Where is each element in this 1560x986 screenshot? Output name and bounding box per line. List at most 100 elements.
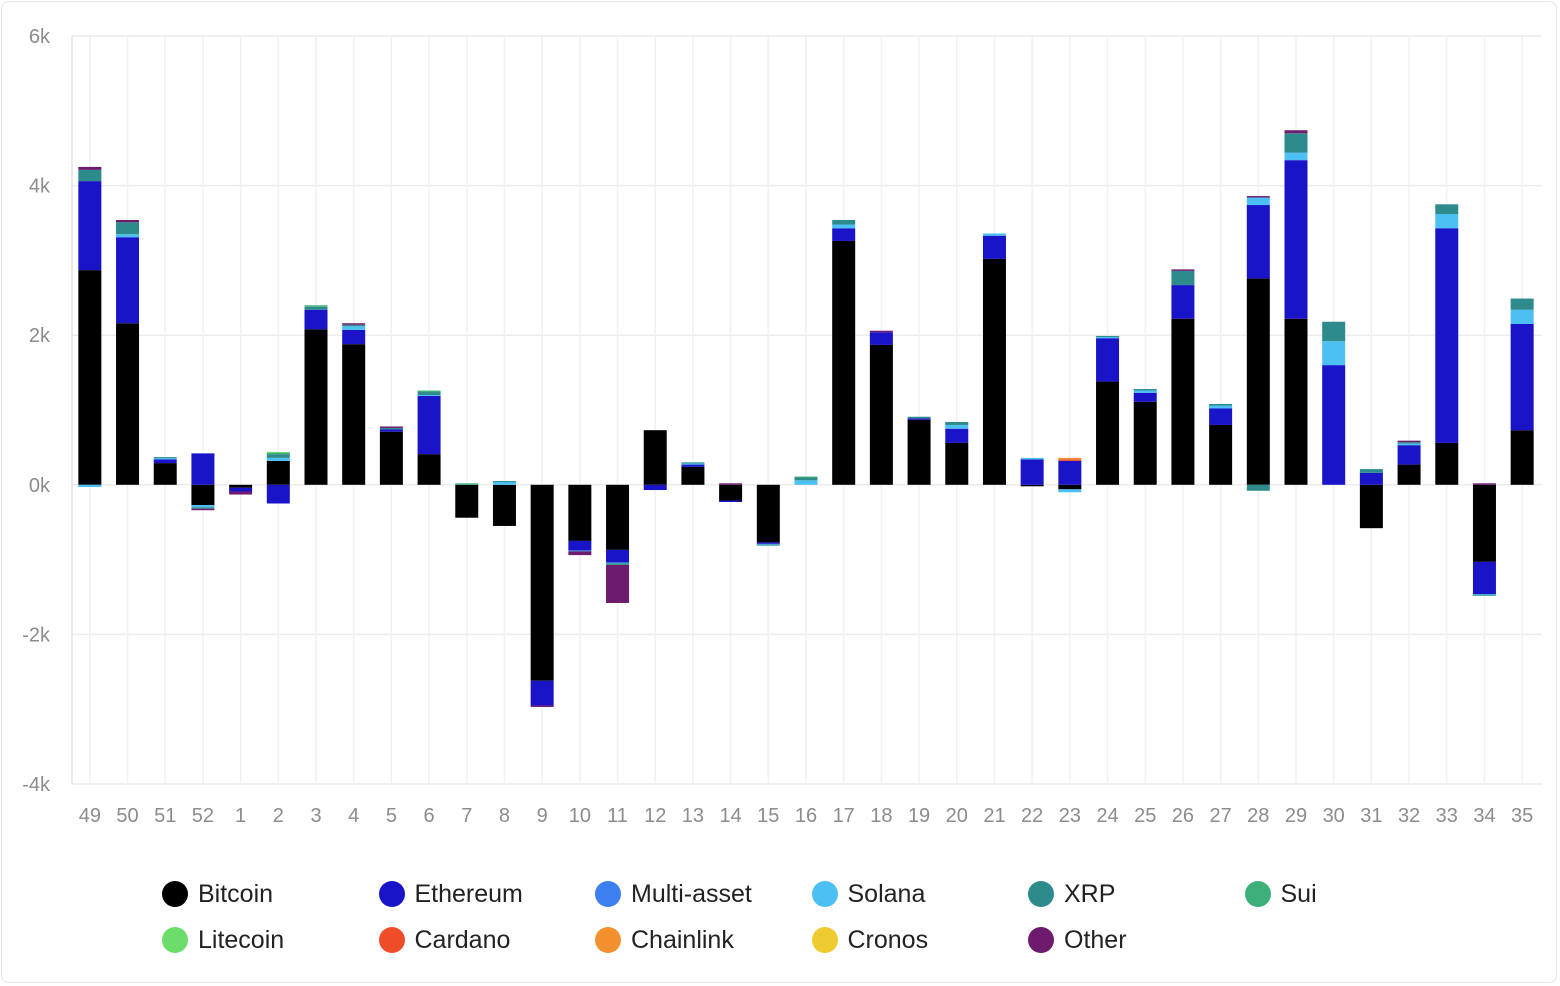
bar-segment-ethereum[interactable] (1284, 160, 1308, 319)
bar-segment-xrp[interactable] (1359, 469, 1383, 473)
bar-segment-solana[interactable] (756, 543, 780, 545)
bar-segment-xrp[interactable] (342, 324, 366, 327)
bar-segment-xrp[interactable] (1472, 594, 1496, 596)
bar-segment-ethereum[interactable] (982, 235, 1006, 259)
bar-segment-xrp[interactable] (1209, 404, 1233, 406)
bar-segment-solana[interactable] (153, 457, 177, 460)
bar-segment-bitcoin[interactable] (229, 484, 253, 488)
bar-segment-sui[interactable] (606, 564, 630, 566)
bar-segment-ethereum[interactable] (756, 542, 780, 544)
bar-segment-xrp[interactable] (116, 222, 140, 235)
bar-segment-bitcoin[interactable] (1397, 464, 1421, 485)
bar-segment-other[interactable] (78, 166, 102, 170)
bar-segment-xrp[interactable] (1435, 204, 1459, 215)
legend-item-xrp[interactable]: XRP (1028, 874, 1115, 914)
bar-segment-bitcoin[interactable] (1171, 318, 1195, 485)
bar-segment-bitcoin[interactable] (681, 466, 705, 485)
bar-segment-ethereum[interactable] (266, 484, 290, 504)
legend-item-sui[interactable]: Sui (1244, 874, 1317, 914)
bar-segment-ethereum[interactable] (417, 395, 441, 455)
bar-segment-ethereum[interactable] (304, 309, 328, 330)
bar-segment-xrp[interactable] (1171, 270, 1195, 286)
bar-segment-xrp[interactable] (794, 477, 818, 481)
bar-segment-solana[interactable] (606, 562, 630, 564)
bar-segment-bitcoin[interactable] (1435, 442, 1459, 485)
bar-segment-other[interactable] (606, 564, 630, 603)
bar-segment-ethereum[interactable] (1246, 205, 1270, 279)
bar-segment-ethereum[interactable] (945, 428, 969, 443)
bar-segment-ethereum[interactable] (869, 332, 893, 345)
bar-segment-solana[interactable] (417, 395, 441, 397)
bar-segment-ethereum[interactable] (229, 487, 253, 492)
bar-segment-bitcoin[interactable] (1058, 484, 1082, 490)
bar-segment-bitcoin[interactable] (455, 484, 479, 518)
bar-segment-solana[interactable] (1472, 594, 1496, 596)
bar-segment-bitcoin[interactable] (1209, 424, 1233, 485)
bar-segment-other[interactable] (869, 330, 893, 333)
bar-segment-xrp[interactable] (153, 457, 177, 459)
bar-segment-xrp[interactable] (1322, 321, 1346, 342)
bar-segment-bitcoin[interactable] (191, 484, 215, 505)
bar-segment-xrp[interactable] (1397, 442, 1421, 444)
bar-segment-other[interactable] (1472, 483, 1496, 485)
bar-segment-other[interactable] (568, 551, 592, 556)
bar-segment-bitcoin[interactable] (78, 270, 102, 485)
bar-segment-xrp[interactable] (379, 427, 403, 430)
bar-segment-xrp[interactable] (1096, 335, 1120, 337)
bar-segment-xrp[interactable] (907, 416, 931, 419)
bar-segment-other[interactable] (229, 491, 253, 495)
bar-segment-bitcoin[interactable] (530, 484, 554, 681)
bar-segment-bitcoin[interactable] (945, 442, 969, 485)
bar-segment-xrp[interactable] (1510, 298, 1534, 310)
bar-segment-ethereum[interactable] (530, 680, 554, 706)
bar-segment-xrp[interactable] (832, 220, 856, 225)
bar-segment-bitcoin[interactable] (1133, 401, 1157, 485)
bar-segment-other[interactable] (116, 220, 140, 223)
bar-segment-ethereum[interactable] (153, 459, 177, 464)
bar-segment-other[interactable] (379, 426, 403, 428)
bar-segment-bitcoin[interactable] (153, 463, 177, 485)
bar-segment-other[interactable] (719, 483, 743, 485)
bar-segment-other[interactable] (1171, 269, 1195, 271)
bar-segment-bitcoin[interactable] (304, 329, 328, 485)
bar-segment-bitcoin[interactable] (982, 258, 1006, 485)
bar-segment-ethereum[interactable] (191, 453, 215, 485)
bar-segment-xrp[interactable] (191, 507, 215, 509)
bar-segment-bitcoin[interactable] (1284, 318, 1308, 485)
legend-item-cronos[interactable]: Cronos (811, 920, 928, 960)
bar-segment-sui[interactable] (455, 483, 479, 485)
bar-segment-ethereum[interactable] (719, 500, 743, 503)
bar-segment-ethereum[interactable] (1322, 365, 1346, 485)
legend-item-chainlink[interactable]: Chainlink (595, 920, 734, 960)
bar-segment-solana[interactable] (1020, 457, 1044, 460)
bar-segment-other[interactable] (191, 508, 215, 511)
bar-segment-bitcoin[interactable] (606, 484, 630, 550)
bar-segment-solana[interactable] (1209, 405, 1233, 409)
bar-segment-sui[interactable] (417, 390, 441, 393)
bar-segment-ethereum[interactable] (1435, 228, 1459, 443)
bar-segment-solana[interactable] (1435, 214, 1459, 229)
bar-segment-ethereum[interactable] (1472, 561, 1496, 595)
bar-segment-ethereum[interactable] (606, 549, 630, 563)
legend-item-litecoin[interactable]: Litecoin (162, 920, 284, 960)
bar-segment-solana[interactable] (794, 480, 818, 485)
bar-segment-bitcoin[interactable] (1510, 430, 1534, 485)
bar-segment-ethereum[interactable] (568, 540, 592, 551)
bar-segment-ethereum[interactable] (379, 429, 403, 432)
bar-segment-other[interactable] (1246, 196, 1270, 198)
bar-segment-xrp[interactable] (492, 481, 516, 483)
legend-item-multi-asset[interactable]: Multi-asset (595, 874, 752, 914)
bar-segment-solana[interactable] (568, 550, 592, 552)
bar-segment-ethereum[interactable] (1058, 460, 1082, 485)
bar-segment-ethereum[interactable] (643, 484, 667, 491)
bar-segment-solana[interactable] (832, 224, 856, 229)
bar-segment-solana[interactable] (78, 484, 102, 488)
legend-item-solana[interactable]: Solana (811, 874, 925, 914)
bar-segment-xrp[interactable] (945, 421, 969, 425)
bar-segment-solana[interactable] (1322, 341, 1346, 366)
bar-segment-solana[interactable] (342, 326, 366, 330)
bar-segment-ethereum[interactable] (342, 329, 366, 345)
bar-segment-xrp[interactable] (1284, 133, 1308, 153)
bar-segment-litecoin[interactable] (266, 451, 290, 453)
bar-segment-xrp[interactable] (606, 563, 630, 565)
